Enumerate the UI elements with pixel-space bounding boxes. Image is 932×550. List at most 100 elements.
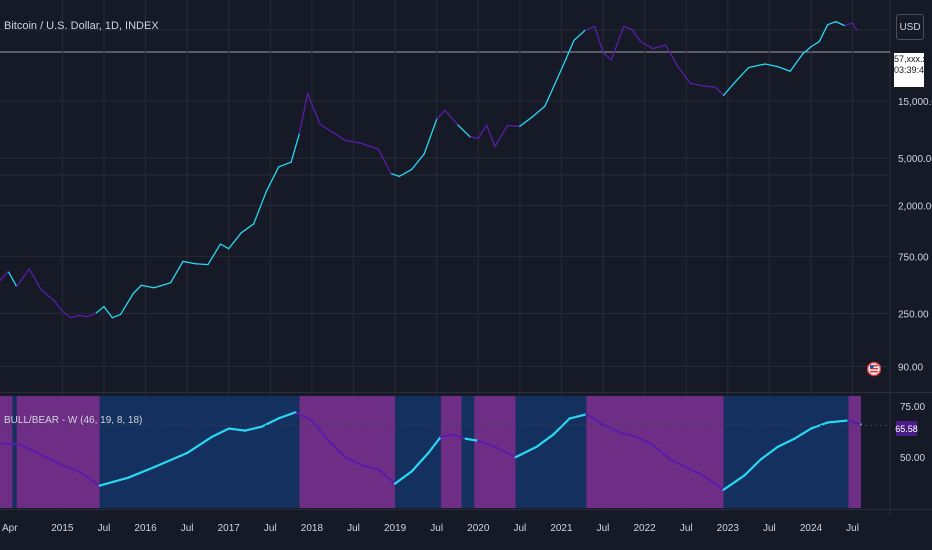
us-flag-icon[interactable] (867, 357, 881, 381)
indicator-point (722, 488, 725, 491)
indicator-line-segment (743, 458, 763, 477)
price-point (664, 44, 667, 46)
indicator-point (776, 445, 779, 449)
indicator-point (260, 425, 264, 428)
indicator-point (493, 445, 497, 449)
x-tick-label: Jul (430, 523, 443, 534)
indicator-line-segment (410, 451, 430, 473)
price-line-segment (722, 80, 737, 96)
price-line-segment (506, 124, 521, 127)
regime-band-bear (474, 396, 516, 508)
price-point (843, 24, 845, 27)
price-point (40, 289, 43, 291)
price-point (747, 66, 750, 69)
price-point (265, 191, 267, 193)
indicator-point (244, 429, 247, 432)
x-tick-label: 2020 (467, 523, 490, 534)
indicator-point (310, 419, 314, 422)
x-tick-label: 2016 (134, 523, 157, 534)
price-line-segment (594, 25, 604, 54)
indicator-point (601, 423, 605, 426)
indicator-line-segment (452, 433, 467, 440)
price-line-segment (169, 260, 184, 284)
x-tick-label: 2024 (800, 523, 823, 534)
price-line-segment (485, 124, 496, 148)
main-y-tick-label: 250.00 (898, 309, 929, 320)
price-line-segment (53, 299, 64, 313)
price-line-segment (290, 132, 301, 163)
price-point (436, 118, 438, 120)
main-y-tick-label: 2,000.00 (898, 201, 932, 212)
price-point (623, 25, 625, 27)
main-y-tick-label: 90.00 (898, 362, 923, 373)
indicator-line-segment (427, 435, 442, 455)
price-point (477, 137, 479, 139)
indicator-line-segment (277, 411, 297, 420)
x-tick-label: Jul (98, 523, 111, 534)
x-tick-label: 2017 (218, 523, 241, 534)
price-point (16, 285, 18, 288)
x-tick-label: Jul (846, 523, 859, 534)
price-point (423, 153, 425, 155)
price-line-segment (228, 232, 242, 250)
price-line-segment (132, 284, 143, 295)
indicator-point (847, 419, 850, 422)
last-price-value: 57,xxx.xx (894, 54, 932, 64)
price-line-segment (253, 191, 267, 225)
indicator-point (793, 437, 796, 440)
currency-button[interactable]: USD (896, 14, 924, 40)
regime-band-bull (395, 396, 441, 508)
indicator-line-segment (477, 439, 497, 449)
price-point (307, 92, 309, 94)
indicator-line-segment (19, 443, 43, 457)
price-point (469, 136, 471, 138)
price-point (677, 66, 679, 68)
price-point (103, 305, 105, 308)
x-tick-label: Jul (513, 523, 526, 534)
symbol-title: Bitcoin / U.S. Dollar, 1D, INDEX (4, 20, 159, 32)
price-point (602, 51, 604, 54)
indicator-point (127, 476, 131, 479)
price-line-segment (61, 310, 72, 319)
indicator-point (668, 458, 671, 461)
price-line-segment (664, 44, 679, 68)
price-point (253, 223, 255, 225)
main-y-tick-label: 15,000.00 (898, 97, 932, 108)
indicator-line-segment (701, 474, 725, 491)
price-line-segment (573, 29, 586, 42)
indicator-line-segment (98, 476, 131, 487)
indicator-point (809, 427, 813, 430)
regime-band-bear (440, 396, 462, 508)
indicator-line-segment (244, 425, 264, 432)
indicator-point (19, 443, 22, 446)
price-line-segment (28, 268, 43, 291)
indicator-line-segment (186, 435, 214, 455)
indicator-point (152, 466, 155, 469)
price-line-segment (652, 44, 667, 50)
price-line-segment (78, 314, 88, 318)
price-point (723, 94, 725, 96)
indicator-line-segment (635, 435, 655, 446)
price-line-segment (843, 22, 854, 27)
price-point (78, 314, 80, 317)
price-line-segment (153, 282, 172, 289)
indicator-line-segment (809, 421, 829, 430)
price-line-segment (689, 82, 704, 87)
price-line-segment (802, 46, 812, 55)
price-line-segment (240, 223, 255, 234)
indicator-line-segment (722, 474, 746, 491)
price-line-segment (207, 243, 222, 266)
price-point (827, 24, 829, 26)
price-point (219, 243, 222, 245)
price-line-segment (319, 123, 334, 133)
x-tick-label: Apr (2, 523, 18, 534)
indicator-line-segment (152, 451, 189, 469)
indicator-point (701, 474, 704, 477)
x-tick-label: 2023 (717, 523, 740, 534)
price-line-segment (332, 131, 346, 142)
x-tick-label: Jul (597, 523, 610, 534)
indicator-line-segment (77, 470, 101, 487)
price-line-segment (182, 260, 197, 265)
